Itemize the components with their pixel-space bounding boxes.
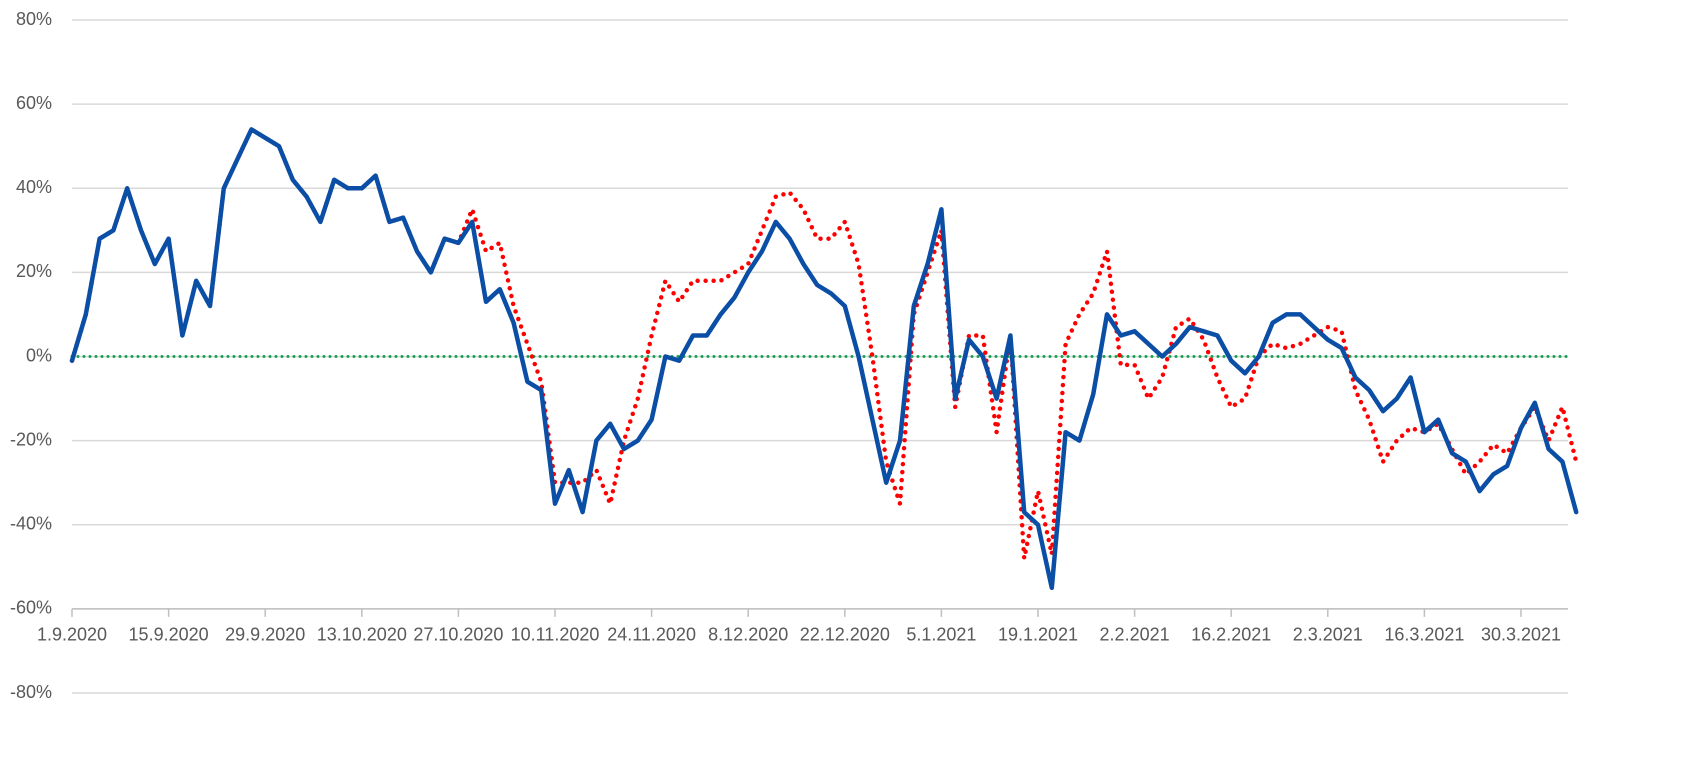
x-tick-label: 2.3.2021 [1293,625,1363,645]
y-tick-label: -60% [10,598,52,618]
series-line [69,127,1579,591]
x-tick-label: 22.12.2020 [800,625,890,645]
y-tick-label: 0% [26,345,52,365]
series-line [69,127,1579,561]
y-tick-label: -40% [10,514,52,534]
x-tick-label: 16.2.2021 [1191,625,1271,645]
x-tick-label: 8.12.2020 [708,625,788,645]
x-tick-label: 15.9.2020 [129,625,209,645]
y-tick-label: -80% [10,682,52,702]
y-tick-label: -20% [10,429,52,449]
x-tick-label: 16.3.2021 [1384,625,1464,645]
x-tick-label: 2.2.2021 [1100,625,1170,645]
x-tick-label: 5.1.2021 [906,625,976,645]
x-tick-label: 19.1.2021 [998,625,1078,645]
y-tick-label: 60% [16,93,52,113]
x-tick-label: 27.10.2020 [413,625,503,645]
x-tick-label: 10.11.2020 [511,625,600,645]
x-tick-label: 30.3.2021 [1481,625,1561,645]
x-tick-label: 24.11.2020 [607,625,696,645]
y-tick-label: 20% [16,261,52,281]
x-tick-label: 29.9.2020 [225,625,305,645]
y-tick-label: 40% [16,177,52,197]
x-tick-label: 13.10.2020 [317,625,407,645]
y-tick-label: 80% [16,9,52,29]
x-tick-label: 1.9.2020 [37,625,107,645]
